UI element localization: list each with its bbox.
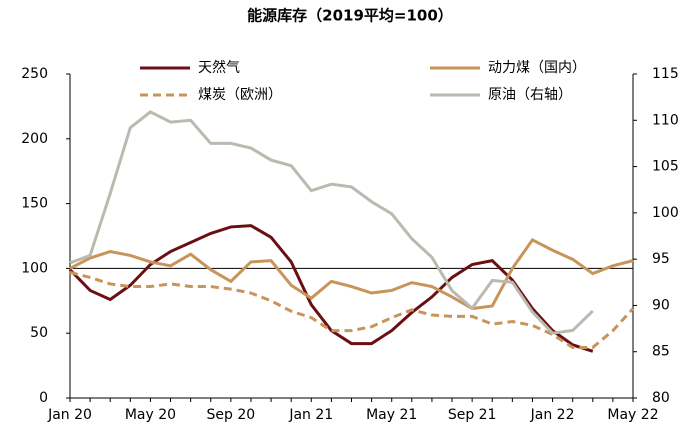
x-tick-label: Jan 22 (530, 407, 575, 423)
x-tick-label: May 20 (125, 407, 176, 423)
series-line (69, 270, 635, 349)
y2-tick-label: 110 (652, 112, 679, 128)
y-tick-label: 50 (30, 325, 48, 341)
series-line (69, 237, 634, 311)
x-tick-label: May 22 (607, 407, 658, 423)
y-tick-label: 200 (21, 131, 48, 147)
x-tick-label: Sep 21 (448, 407, 497, 423)
y-tick-label: 0 (39, 390, 48, 406)
x-tick-label: Jan 21 (288, 407, 333, 423)
legend-label: 煤炭（欧洲） (198, 87, 282, 103)
y-tick-label: 250 (21, 66, 48, 82)
y2-tick-label: 80 (652, 390, 670, 406)
x-tick-label: May 21 (366, 407, 417, 423)
legend-label: 原油（右轴） (488, 87, 572, 103)
chart-title: 能源库存（2019平均=100） (247, 7, 453, 25)
y2-tick-label: 105 (652, 159, 679, 175)
y2-tick-label: 90 (652, 297, 670, 313)
legend-label: 天然气 (198, 59, 240, 76)
x-tick-label: Sep 20 (207, 407, 256, 423)
y2-tick-label: 85 (652, 344, 670, 360)
y2-tick-label: 115 (652, 66, 679, 82)
y2-tick-label: 100 (652, 205, 679, 221)
series-line (69, 110, 594, 335)
x-tick-label: Jan 20 (47, 407, 92, 423)
y-tick-label: 150 (21, 196, 48, 212)
y-tick-label: 100 (21, 260, 48, 276)
legend-label: 动力煤（国内） (488, 60, 586, 76)
y2-tick-label: 95 (652, 251, 670, 267)
series-line (68, 224, 594, 353)
